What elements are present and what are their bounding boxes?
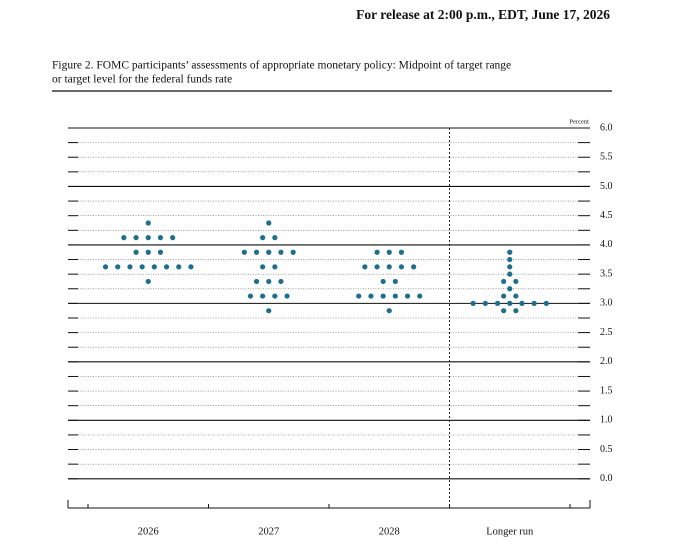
y-tick-label: 1.5 (600, 385, 613, 396)
dot (133, 235, 139, 241)
dot (501, 293, 507, 299)
dot (260, 293, 266, 299)
figure-title: or target level for the federal funds ra… (52, 74, 232, 86)
figure-title: Figure 2. FOMC participants’ assessments… (52, 60, 511, 72)
dot (133, 249, 139, 255)
dot (513, 278, 519, 285)
dot (266, 308, 272, 314)
dot (374, 264, 380, 270)
dot (398, 249, 405, 255)
dot (266, 249, 272, 255)
x-tick-label: 2027 (258, 526, 279, 537)
x-tick-label: 2026 (138, 526, 159, 537)
dot (543, 300, 549, 306)
dot (272, 264, 278, 270)
dot (513, 293, 519, 299)
y-tick-label: 4.5 (600, 210, 613, 221)
dot (102, 264, 109, 270)
dot (470, 300, 476, 306)
dot (127, 264, 133, 270)
dot (392, 278, 398, 285)
dot (368, 293, 374, 299)
dot (494, 300, 501, 306)
y-tick-label: 5.5 (600, 152, 613, 163)
dot (157, 235, 164, 241)
dot (247, 293, 254, 299)
x-tick-label: 2028 (379, 526, 400, 537)
dot (170, 235, 176, 241)
y-tick-label: 2.5 (600, 327, 613, 338)
dot (176, 264, 182, 270)
dot (507, 286, 513, 292)
dot (380, 278, 386, 285)
dot (501, 308, 507, 314)
dot (145, 220, 151, 226)
dot (163, 264, 170, 270)
y-tick-label: 6.0 (600, 122, 613, 133)
y-tick-label: 2.0 (600, 356, 613, 367)
dot (513, 308, 519, 314)
dot (157, 249, 164, 255)
y-tick-label: 3.5 (600, 268, 613, 279)
dot (266, 220, 272, 226)
dot (507, 264, 513, 270)
dot (386, 264, 392, 270)
dot (507, 300, 513, 306)
dot (145, 235, 151, 241)
y-tick-label: 0.5 (600, 444, 613, 455)
y-axis-label: Percent (570, 118, 590, 125)
dot (531, 300, 537, 306)
dot (145, 278, 151, 285)
dot (278, 249, 284, 255)
dot (411, 264, 417, 270)
dot (266, 278, 272, 285)
dot (507, 249, 513, 255)
dot (380, 293, 386, 299)
dot (278, 278, 284, 285)
dot (362, 264, 368, 270)
dot (482, 300, 488, 306)
dot (374, 249, 380, 255)
y-tick-label: 3.0 (600, 298, 613, 309)
dot (115, 264, 121, 270)
dot (507, 256, 513, 263)
dot (417, 293, 423, 299)
y-tick-label: 5.0 (600, 181, 613, 192)
dot (272, 235, 278, 241)
dot (404, 293, 411, 299)
dot (507, 271, 513, 277)
dot (241, 249, 247, 255)
dot (188, 264, 194, 270)
dot (519, 300, 525, 306)
dot (253, 249, 260, 255)
dot (392, 293, 398, 299)
dot (253, 278, 260, 285)
x-tick-label: Longer run (486, 526, 534, 537)
dot (139, 264, 145, 270)
dot (260, 264, 266, 270)
dot (356, 293, 362, 299)
y-tick-label: 1.0 (600, 415, 613, 426)
dot (284, 293, 290, 299)
y-tick-label: 4.0 (600, 239, 613, 250)
dot (501, 278, 507, 285)
dot (290, 249, 296, 255)
dot (272, 293, 278, 299)
dot (386, 249, 392, 255)
dot (398, 264, 405, 270)
y-tick-label: 0.0 (600, 473, 613, 484)
dot (260, 235, 266, 241)
dot (121, 235, 127, 241)
dot (386, 308, 392, 314)
dot (145, 249, 151, 255)
dot (151, 264, 157, 270)
release-note: For release at 2:00 p.m., EDT, June 17, … (356, 7, 610, 22)
